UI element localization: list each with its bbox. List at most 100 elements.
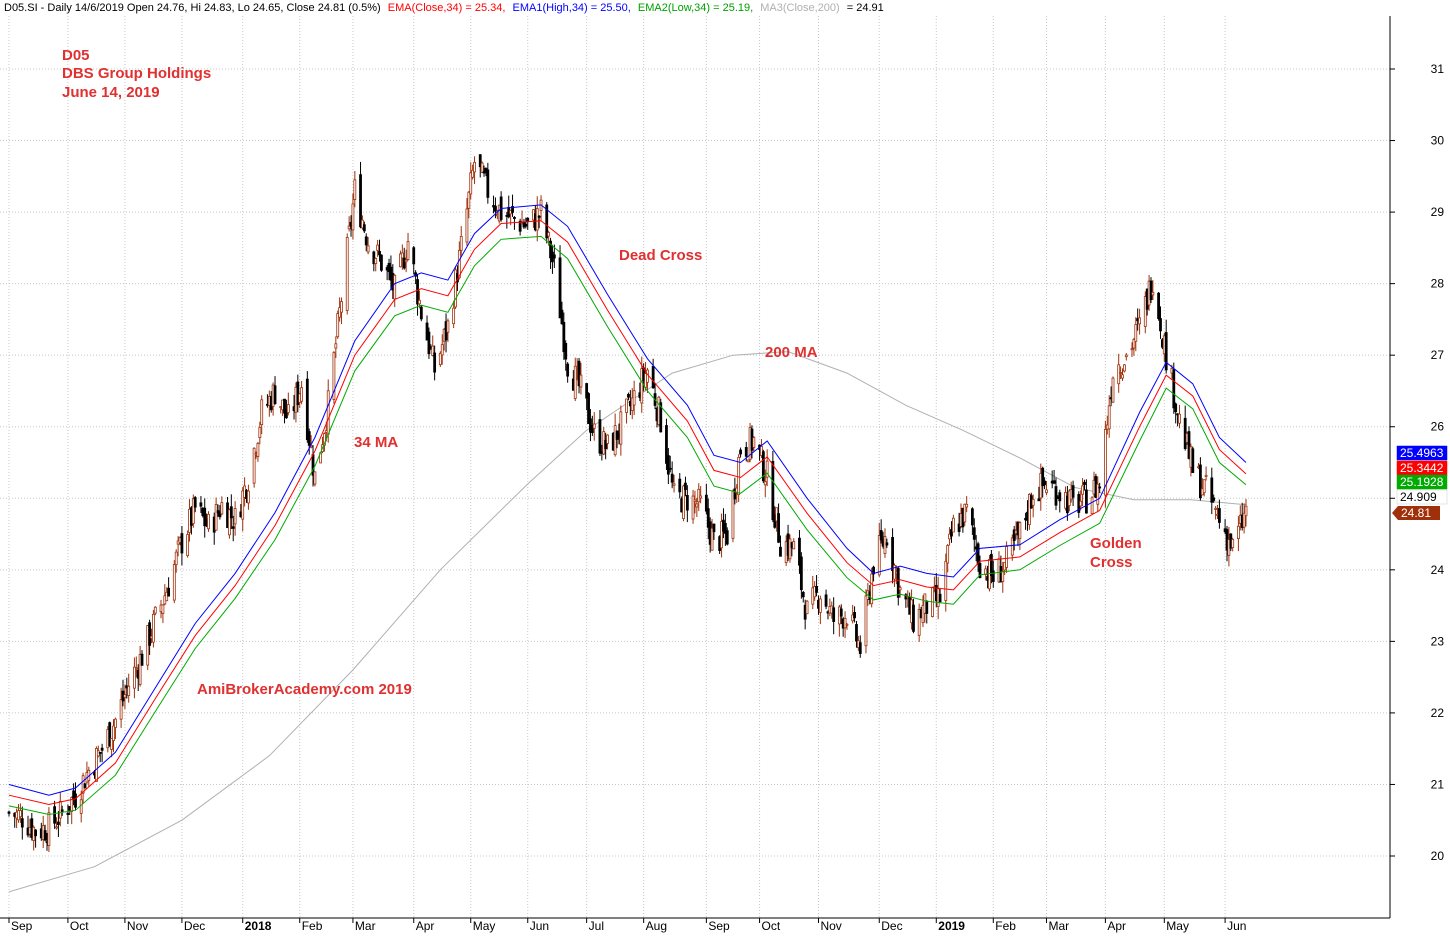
candle-body xyxy=(161,604,165,614)
candle-body xyxy=(307,431,311,446)
candle-body xyxy=(431,345,435,356)
candle-body xyxy=(1157,292,1160,319)
candle-body xyxy=(672,483,676,486)
candle-body xyxy=(824,594,828,607)
candle-body xyxy=(231,526,235,529)
candle-body xyxy=(665,425,668,464)
candle-body xyxy=(1084,489,1088,514)
x-tick-label: Apr xyxy=(416,919,435,933)
candle-body xyxy=(1134,324,1138,342)
candle-body xyxy=(537,215,541,218)
candle-body xyxy=(944,560,948,601)
candle-body xyxy=(393,274,397,300)
candle-body xyxy=(670,473,674,483)
candle-body xyxy=(950,529,953,537)
candle-body xyxy=(879,530,883,541)
candle-body xyxy=(347,225,351,230)
header-symbol: D05.SI - Daily 14/6/2019 Open 24.76, Hi … xyxy=(4,2,381,14)
price-tag-label: 25.4963 xyxy=(1400,446,1444,460)
candle-body xyxy=(577,360,581,387)
candle-body xyxy=(199,502,203,507)
candle-body xyxy=(549,240,552,259)
candle-body xyxy=(1236,525,1240,539)
candle-body xyxy=(258,427,262,439)
candle-body xyxy=(79,799,83,814)
candle-body xyxy=(334,343,338,349)
candle-body xyxy=(765,460,769,478)
candle-body xyxy=(402,257,406,269)
candle-body xyxy=(34,829,38,837)
candle-body xyxy=(815,585,818,593)
candle-body xyxy=(1012,529,1016,541)
candle-body xyxy=(957,523,961,533)
candle-body xyxy=(872,566,875,575)
header-ma200: MA3(Close,200) xyxy=(760,2,839,14)
candle-body xyxy=(404,259,408,263)
candle-body xyxy=(585,383,589,399)
candle-body xyxy=(684,482,687,491)
candle-body xyxy=(1217,508,1221,523)
candle-body xyxy=(1037,498,1041,502)
candle-body xyxy=(668,467,672,470)
candle-body xyxy=(273,385,277,405)
candle-body xyxy=(53,806,57,824)
annotation-company: DBS Group Holdings xyxy=(62,65,211,82)
y-tick-label: 29 xyxy=(1431,205,1445,219)
candle-body xyxy=(948,533,951,540)
y-tick-label: 23 xyxy=(1431,634,1445,648)
candle-body xyxy=(180,533,184,554)
candle-body xyxy=(691,495,695,520)
ma200-line xyxy=(8,351,1247,893)
candle-body xyxy=(452,307,456,325)
candle-body xyxy=(1096,483,1100,505)
candle-body xyxy=(864,595,868,647)
ma200-series xyxy=(8,351,1247,893)
candle-body xyxy=(682,485,685,519)
candle-body xyxy=(427,331,431,355)
candle-body xyxy=(592,423,596,429)
candle-body xyxy=(100,747,104,751)
candle-body xyxy=(247,490,250,504)
candle-body xyxy=(560,309,564,325)
candle-body xyxy=(843,618,847,629)
candle-body xyxy=(566,363,570,377)
candle-body xyxy=(1079,500,1083,507)
candle-body xyxy=(606,434,609,444)
candle-body xyxy=(438,352,442,365)
candle-body xyxy=(912,604,915,632)
candle-body xyxy=(140,653,144,666)
candle-body xyxy=(619,411,623,445)
ema-series xyxy=(8,204,1247,816)
x-tick-label: Feb xyxy=(995,919,1016,933)
candle-body xyxy=(446,320,450,333)
candle-body xyxy=(305,378,309,441)
candle-body xyxy=(440,344,444,356)
candle-body xyxy=(798,537,801,566)
candle-body xyxy=(1210,477,1214,503)
candle-body xyxy=(98,751,102,754)
candle-body xyxy=(186,534,190,557)
candle-body xyxy=(74,793,77,808)
candle-body xyxy=(172,564,176,601)
x-tick-label: Feb xyxy=(302,919,323,933)
candle-body xyxy=(108,722,112,747)
annotations: D05 DBS Group Holdings June 14, 2019 Dea… xyxy=(62,47,1142,698)
x-tick-label: Sep xyxy=(708,919,730,933)
x-tick-label: Oct xyxy=(70,919,89,933)
candle-body xyxy=(976,543,980,565)
x-tick-label: Jun xyxy=(530,919,549,933)
candle-body xyxy=(1119,372,1122,374)
candle-body xyxy=(632,390,636,406)
candle-body xyxy=(963,503,967,523)
x-tick-label: Oct xyxy=(762,919,781,933)
candle-body xyxy=(256,442,260,457)
candle-body xyxy=(845,623,849,626)
candle-body xyxy=(564,343,568,360)
candle-body xyxy=(699,495,703,499)
x-tick-label: Mar xyxy=(355,919,376,933)
candle-body xyxy=(777,513,780,543)
